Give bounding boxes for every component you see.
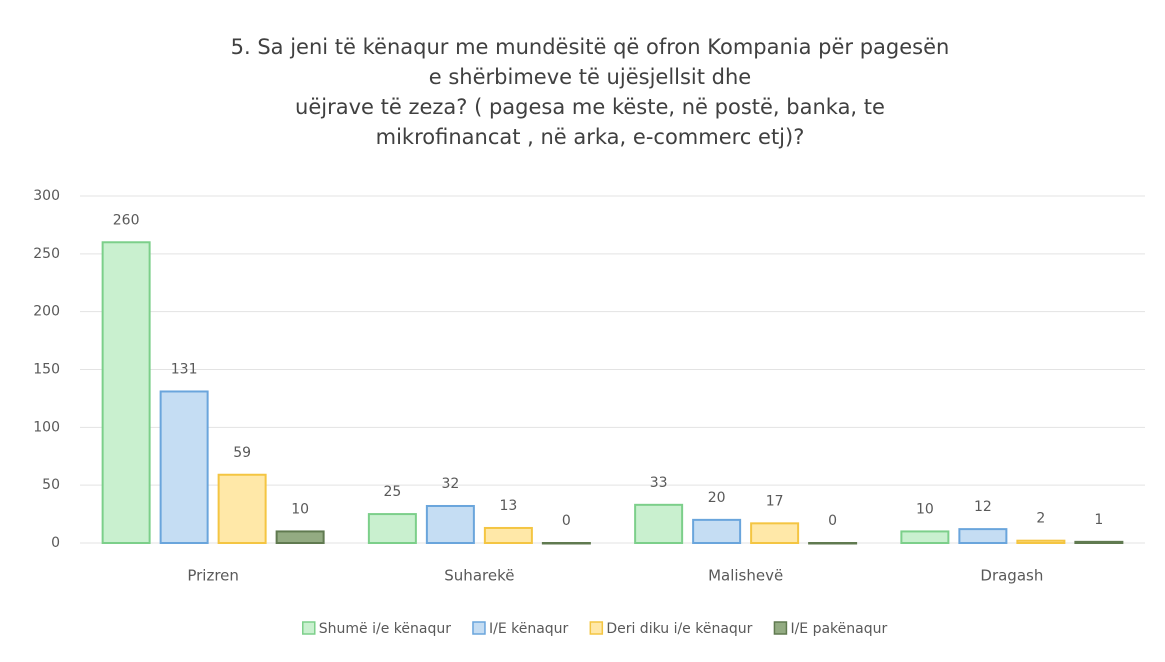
- legend-swatch: [773, 621, 788, 635]
- data-label: 2: [1036, 511, 1045, 527]
- bar: [958, 528, 1008, 544]
- data-label: 59: [233, 445, 251, 461]
- data-label: 131: [171, 361, 198, 377]
- data-label: 10: [291, 501, 309, 517]
- chart-title: uëjrave të zeza? ( pagesa me këste, në p…: [295, 95, 885, 119]
- bar: [1074, 540, 1124, 544]
- data-label: 1: [1094, 512, 1103, 528]
- x-tick-label: Dragash: [980, 567, 1043, 585]
- chart-title: 5. Sa jeni të kënaqur me mundësitë që of…: [231, 35, 950, 59]
- data-label: 10: [916, 501, 934, 517]
- bar: [900, 530, 950, 545]
- bar: [808, 542, 858, 545]
- legend-swatch: [472, 621, 486, 635]
- chart-title: mikrofinancat , në arka, e-commerc etj)?: [376, 125, 805, 149]
- data-label: 17: [766, 493, 784, 509]
- y-tick-label: 0: [51, 535, 60, 551]
- bar: [159, 390, 209, 544]
- x-tick-label: Malishevë: [708, 567, 783, 585]
- bar: [101, 241, 151, 544]
- bar: [750, 522, 800, 545]
- data-label: 13: [499, 498, 517, 514]
- data-label: 0: [828, 513, 837, 529]
- legend-swatch: [302, 621, 316, 635]
- x-tick-label: Suharekë: [444, 567, 514, 585]
- y-tick-label: 250: [33, 246, 60, 262]
- y-tick-label: 200: [33, 304, 60, 320]
- legend-swatch: [589, 621, 604, 635]
- y-tick-label: 150: [33, 362, 60, 378]
- chart-title: e shërbimeve të ujësjellsit dhe: [429, 65, 751, 89]
- data-label: 0: [562, 513, 571, 529]
- legend-label: I/E pakënaqur: [790, 621, 887, 637]
- bar: [275, 530, 325, 545]
- data-label: 12: [974, 499, 992, 515]
- data-label: 33: [650, 475, 668, 491]
- x-tick-label: Prizren: [187, 567, 239, 585]
- data-label: 20: [708, 490, 726, 506]
- bar: [425, 504, 475, 544]
- y-tick-label: 50: [42, 477, 60, 493]
- data-label: 32: [441, 476, 459, 492]
- y-tick-label: 300: [33, 188, 60, 204]
- bar: [483, 526, 533, 544]
- bar: [634, 503, 684, 544]
- legend-label: Shumë i/e kënaqur: [319, 621, 451, 637]
- bar: [541, 542, 591, 545]
- y-tick-label: 100: [33, 419, 60, 435]
- bar: [1016, 539, 1066, 544]
- data-label: 260: [113, 212, 140, 228]
- legend-label: I/E kënaqur: [489, 621, 569, 637]
- legend-label: Deri diku i/e kënaqur: [606, 621, 752, 637]
- data-label: 25: [383, 484, 401, 500]
- bar: [217, 473, 267, 544]
- bar: [692, 518, 742, 544]
- bar: [367, 513, 417, 544]
